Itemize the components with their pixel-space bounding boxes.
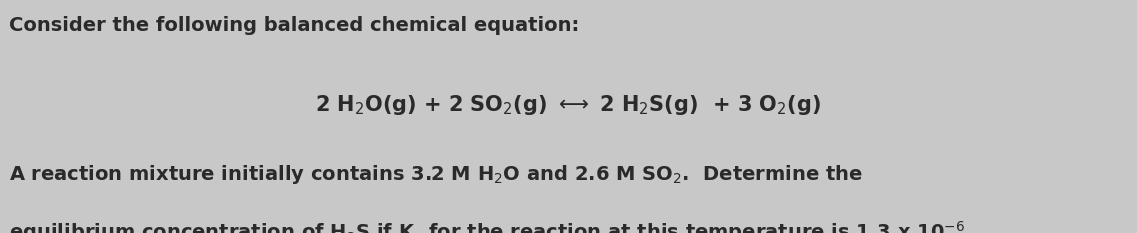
- Text: equilibrium concentration of H$_2$S if K$_c$ for the reaction at this temperatur: equilibrium concentration of H$_2$S if K…: [9, 219, 972, 233]
- Text: A reaction mixture initially contains 3.2 M H$_2$O and 2.6 M SO$_2$.  Determine : A reaction mixture initially contains 3.…: [9, 163, 863, 186]
- Text: 2 H$_2$O(g) + 2 SO$_2$(g) $\longleftrightarrow$ 2 H$_2$S(g)  + 3 O$_2$(g): 2 H$_2$O(g) + 2 SO$_2$(g) $\longleftrigh…: [315, 93, 822, 117]
- Text: Consider the following balanced chemical equation:: Consider the following balanced chemical…: [9, 16, 580, 35]
